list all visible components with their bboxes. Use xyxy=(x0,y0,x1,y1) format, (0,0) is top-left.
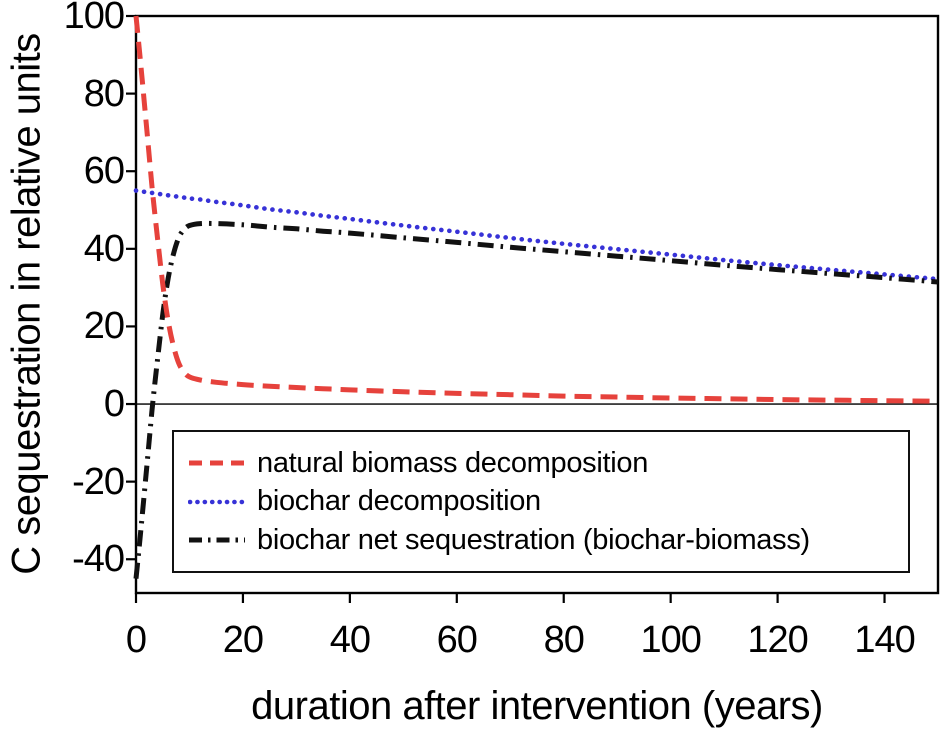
x-axis-title: duration after intervention (years) xyxy=(251,684,823,728)
y-tick-label: 80 xyxy=(83,72,125,115)
legend-swatch-dashdot-black-icon xyxy=(189,537,245,543)
y-tick-label: 40 xyxy=(83,227,125,270)
x-tick-label: 20 xyxy=(222,619,264,661)
y-tick-label: 60 xyxy=(83,150,125,193)
plot-border xyxy=(134,14,940,595)
y-tick-label: -20 xyxy=(72,460,125,503)
legend-item-natural-biomass: natural biomass decomposition xyxy=(188,444,908,482)
legend-label: natural biomass decomposition xyxy=(257,446,649,479)
legend-label: biochar net sequestration (biochar-bioma… xyxy=(257,523,810,556)
y-tick-label: 0 xyxy=(103,383,125,426)
x-tick-label: 140 xyxy=(854,619,915,661)
y-tick-label: -40 xyxy=(72,538,125,581)
y-tick-label: 100 xyxy=(63,0,125,37)
legend-swatch-dashed-red-icon xyxy=(189,460,245,466)
legend-swatch-dotted-blue-icon xyxy=(188,499,246,504)
legend-label: biochar decomposition xyxy=(257,485,541,517)
y-tick-label: 20 xyxy=(83,305,125,348)
legend: natural biomass decomposition biochar de… xyxy=(172,430,910,573)
legend-item-biochar-net-sequestration: biochar net sequestration (biochar-bioma… xyxy=(188,521,908,559)
x-tick-label: 120 xyxy=(747,619,808,661)
x-tick-label: 60 xyxy=(436,619,478,661)
series-line-dotted xyxy=(133,188,941,282)
series-line-dashdot xyxy=(133,220,939,579)
legend-item-biochar-decomposition: biochar decomposition xyxy=(188,483,908,521)
x-tick-label: 80 xyxy=(543,619,585,661)
x-tick-label: 40 xyxy=(329,619,371,661)
x-tick-label: 100 xyxy=(640,619,701,661)
x-tick-label: 0 xyxy=(125,619,147,661)
series-line-dashed xyxy=(133,15,939,404)
